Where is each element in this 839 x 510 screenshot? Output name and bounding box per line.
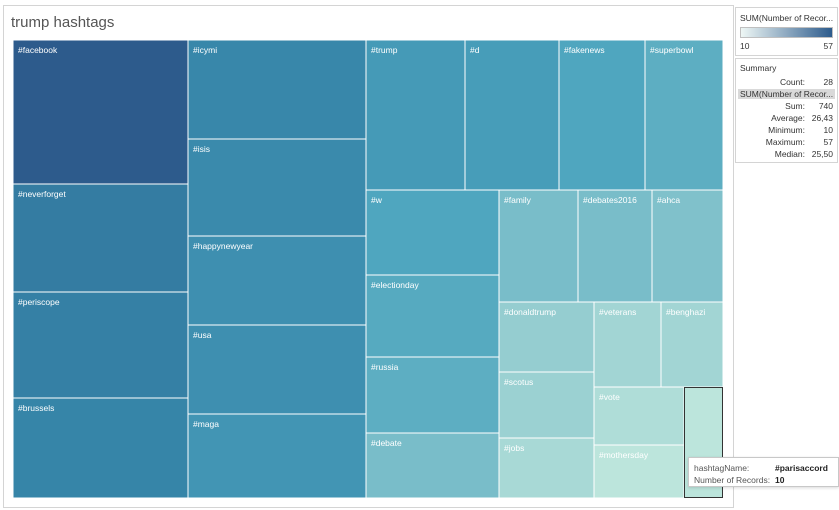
tile-usa[interactable] xyxy=(187,324,367,415)
legend-min-label: 10 xyxy=(740,41,750,51)
tile-benghazi[interactable] xyxy=(660,301,724,388)
tile-label-family: #family xyxy=(504,195,532,205)
summary-row-sum: Sum: 740 xyxy=(738,101,835,112)
tile-label-electionday: #electionday xyxy=(371,280,419,290)
tile-donaldtrump[interactable] xyxy=(498,301,595,373)
summary-row-average: Average: 26,43 xyxy=(738,113,835,124)
summary-value: 25,50 xyxy=(811,149,833,159)
tile-debates2016[interactable] xyxy=(577,189,653,303)
summary-field-name: SUM(Number of Recor... xyxy=(738,89,835,99)
tile-label-jobs: #jobs xyxy=(504,443,524,453)
tile-label-icymi: #icymi xyxy=(193,45,217,55)
tile-label-vote: #vote xyxy=(599,392,620,402)
summary-card: Summary Count: 28 SUM(Number of Recor...… xyxy=(735,58,838,163)
summary-title: Summary xyxy=(740,63,777,73)
hover-tooltip: hashtagName: #parisaccord Number of Reco… xyxy=(688,457,839,487)
tile-label-veterans: #veterans xyxy=(599,307,636,317)
tile-label-w: #w xyxy=(371,195,383,205)
summary-value: 28 xyxy=(823,77,833,87)
tile-label-trump: #trump xyxy=(371,45,398,55)
tile-label-isis: #isis xyxy=(193,144,210,154)
tile-label-debates2016: #debates2016 xyxy=(583,195,637,205)
tile-electionday[interactable] xyxy=(365,274,500,358)
tile-label-facebook: #facebook xyxy=(18,45,58,55)
summary-key: Median: xyxy=(774,149,805,159)
tile-label-debate: #debate xyxy=(371,438,402,448)
tile-isis[interactable] xyxy=(187,138,367,237)
summary-value: 10 xyxy=(823,125,833,135)
tile-trump[interactable] xyxy=(365,39,466,191)
tile-family[interactable] xyxy=(498,189,579,303)
tooltip-records-value: 10 xyxy=(775,475,785,485)
tile-russia[interactable] xyxy=(365,356,500,434)
tile-brussels[interactable] xyxy=(12,397,189,499)
summary-key: Sum: xyxy=(785,101,805,111)
legend-title: SUM(Number of Recor... xyxy=(740,13,834,23)
tile-label-mothersday: #mothersday xyxy=(599,450,649,460)
summary-value: 740 xyxy=(818,101,833,111)
summary-row-median: Median: 25,50 xyxy=(738,149,835,160)
legend-gradient-bar xyxy=(740,27,833,38)
legend-max-label: 57 xyxy=(823,41,833,51)
tile-label-scotus: #scotus xyxy=(504,377,533,387)
tile-neverforget[interactable] xyxy=(12,183,189,293)
summary-key: Count: xyxy=(779,77,805,87)
tile-mothersday[interactable] xyxy=(593,444,685,499)
tile-selection-outline xyxy=(684,387,723,498)
tile-label-d: #d xyxy=(470,45,480,55)
treemap[interactable]: #facebook #neverforget #periscope #brussels… xyxy=(4,6,733,507)
tile-ahca[interactable] xyxy=(651,189,724,303)
chart-title: trump hashtags xyxy=(11,14,115,31)
summary-value: 26,43 xyxy=(811,113,833,123)
tile-d[interactable] xyxy=(464,39,560,191)
tooltip-name-value: #parisaccord xyxy=(775,463,828,473)
tile-label-happynewyear: #happynewyear xyxy=(193,241,253,251)
summary-value: 57 xyxy=(823,137,833,147)
tile-fakenews[interactable] xyxy=(558,39,646,191)
chart-panel: trump hashtags #facebook #neverforget #per… xyxy=(3,5,734,508)
tile-label-usa: #usa xyxy=(193,330,212,340)
tile-label-ahca: #ahca xyxy=(657,195,680,205)
tile-label-maga: #maga xyxy=(193,419,219,429)
tile-w[interactable] xyxy=(365,189,500,276)
tile-label-periscope: #periscope xyxy=(18,297,60,307)
tooltip-name-label: hashtagName: xyxy=(694,463,750,473)
color-legend: SUM(Number of Recor... 10 57 xyxy=(735,7,838,56)
tile-label-russia: #russia xyxy=(371,362,399,372)
tile-debate[interactable] xyxy=(365,432,500,499)
tile-veterans[interactable] xyxy=(593,301,662,388)
summary-key: Maximum: xyxy=(765,137,805,147)
tile-periscope[interactable] xyxy=(12,291,189,399)
tile-facebook[interactable] xyxy=(12,39,189,185)
tile-label-neverforget: #neverforget xyxy=(18,189,66,199)
tile-label-donaldtrump: #donaldtrump xyxy=(504,307,556,317)
tile-label-brussels: #brussels xyxy=(18,403,54,413)
summary-row-minimum: Minimum: 10 xyxy=(738,125,835,136)
summary-row-maximum: Maximum: 57 xyxy=(738,137,835,148)
summary-key: Minimum: xyxy=(768,125,805,135)
tile-jobs[interactable] xyxy=(498,437,595,499)
tooltip-records-label: Number of Records: xyxy=(694,475,771,485)
tile-label-fakenews: #fakenews xyxy=(564,45,605,55)
summary-row-count: Count: 28 xyxy=(738,77,835,88)
tile-label-benghazi: #benghazi xyxy=(666,307,705,317)
tile-vote[interactable] xyxy=(593,386,685,446)
summary-key: Average: xyxy=(771,113,805,123)
tile-superbowl[interactable] xyxy=(644,39,724,191)
tile-label-superbowl: #superbowl xyxy=(650,45,694,55)
